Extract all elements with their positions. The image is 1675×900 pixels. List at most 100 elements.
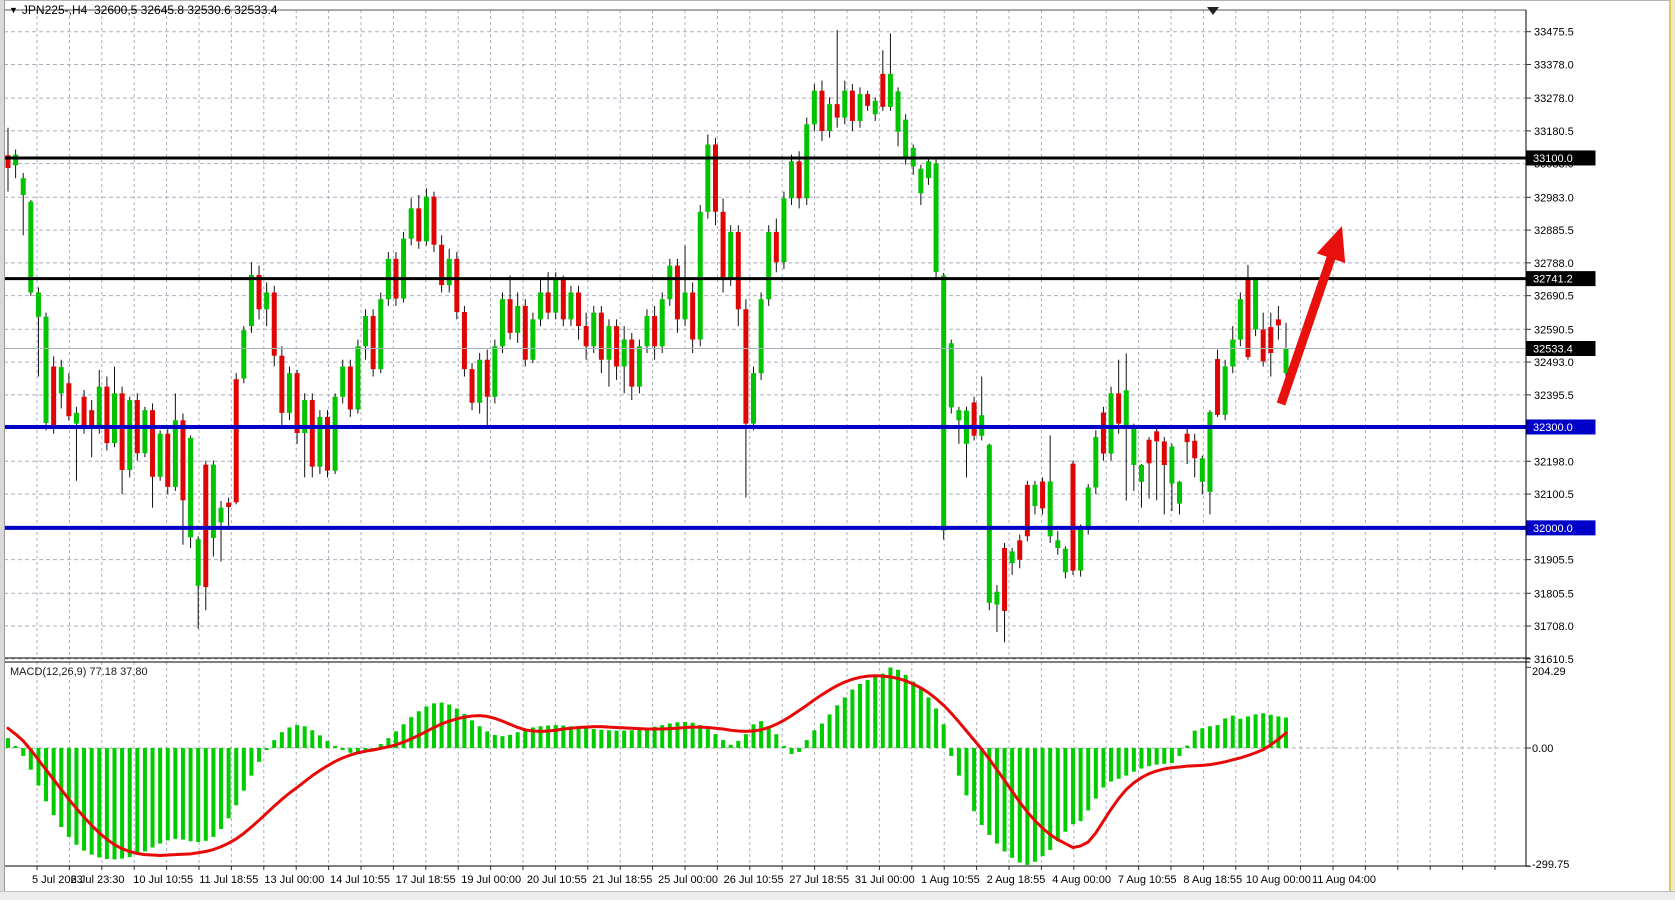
bear-candle xyxy=(1161,441,1167,465)
bear-candle xyxy=(522,305,528,360)
bull-candle xyxy=(781,198,787,263)
time-axis-label: 1 Aug 10:55 xyxy=(921,874,980,886)
bull-candle xyxy=(241,330,247,379)
macd-hist-bar xyxy=(880,673,885,748)
time-axis-label: 7 Aug 10:55 xyxy=(1118,874,1177,886)
price-tag-text: 32300.0 xyxy=(1533,422,1573,434)
bull-candle xyxy=(195,539,201,586)
macd-series xyxy=(6,667,1288,865)
time-axis-label: 11 Jul 18:55 xyxy=(199,874,258,886)
bull-candle xyxy=(317,416,323,467)
macd-hist-bar xyxy=(1253,714,1258,748)
chart-title: ▼ JPN225-,H4 32600,5 32645.8 32530.6 3253… xyxy=(9,3,277,17)
macd-hist-bar xyxy=(736,740,741,748)
bull-candle xyxy=(553,279,559,313)
bull-candle xyxy=(857,94,863,121)
bull-candle xyxy=(538,292,543,320)
bull-candle xyxy=(401,238,407,299)
bull-candle xyxy=(682,292,688,320)
bull-candle xyxy=(20,178,26,195)
axes[interactable]: 33475.533378.033278.033180.533083.032983… xyxy=(3,9,1596,886)
bullish-arrow-head[interactable] xyxy=(1316,226,1346,264)
macd-axis-label: -299.75 xyxy=(1532,859,1569,871)
bull-candle xyxy=(1032,484,1038,507)
macd-hist-bar xyxy=(781,746,786,748)
macd-hist-bar xyxy=(432,703,436,748)
macd-hist-bar xyxy=(561,725,566,748)
bear-candle xyxy=(51,366,57,427)
macd-hist-bar xyxy=(264,748,269,750)
bull-candle xyxy=(827,104,833,132)
price-axis-label: 32100.5 xyxy=(1534,489,1574,501)
bull-candle xyxy=(218,507,224,523)
macd-hist-bar xyxy=(576,727,581,748)
macd-hist-bar xyxy=(165,748,170,841)
price-tag-32000.0 xyxy=(1526,520,1596,536)
macd-hist-bar xyxy=(89,748,94,855)
macd-hist-bar xyxy=(584,728,589,748)
bull-candle xyxy=(43,316,49,423)
bear-candle xyxy=(1040,481,1046,509)
macd-hist-bar xyxy=(6,738,10,748)
macd-hist-bar xyxy=(705,729,710,748)
price-axis-label: 33278.0 xyxy=(1534,93,1574,105)
time-axis-label: 4 Aug 00:00 xyxy=(1052,874,1111,886)
macd-hist-bar xyxy=(180,748,185,840)
time-axis-label: 31 Jul 00:00 xyxy=(855,874,915,886)
bull-candle xyxy=(172,420,178,487)
macd-hist-bar xyxy=(728,744,733,748)
bear-candle xyxy=(576,292,582,327)
macd-hist-bar xyxy=(1101,748,1106,788)
price-tag-text: 32741.2 xyxy=(1533,274,1573,286)
bear-candle xyxy=(279,355,285,413)
bull-candle xyxy=(1085,487,1091,530)
macd-hist-bar xyxy=(1215,725,1220,748)
macd-hist-bar xyxy=(941,724,946,748)
macd-hist-bar xyxy=(1268,714,1273,748)
bull-candle xyxy=(96,386,102,427)
macd-hist-bar xyxy=(979,748,984,826)
bull-candle xyxy=(644,316,650,347)
annotations xyxy=(1207,7,1346,406)
bear-candle xyxy=(370,316,376,370)
macd-hist-bar xyxy=(1002,748,1007,852)
bull-candle xyxy=(210,464,216,538)
bear-candle xyxy=(1245,279,1251,358)
bull-candle xyxy=(302,400,308,434)
price-tag-32300.0 xyxy=(1526,419,1596,435)
bull-candle xyxy=(1131,426,1137,465)
macd-hist-bar xyxy=(789,748,794,754)
bear-candle xyxy=(469,369,475,403)
time-axis-label: 13 Jul 00:00 xyxy=(264,874,324,886)
bear-candle xyxy=(614,326,620,367)
macd-hist-bar xyxy=(896,669,901,748)
macd-hist-bar xyxy=(355,748,360,754)
macd-hist-bar xyxy=(150,748,155,848)
bear-candle xyxy=(507,299,513,333)
macd-hist-bar xyxy=(721,740,726,748)
symbol-dropdown-icon[interactable]: ▼ xyxy=(9,5,18,15)
macd-hist-bar xyxy=(538,726,543,748)
macd-hist-bar xyxy=(1147,748,1152,767)
bear-candle xyxy=(1260,329,1266,362)
bear-candle xyxy=(416,208,422,242)
bear-candle xyxy=(712,144,718,212)
macd-hist-bar xyxy=(348,748,353,753)
horizontal-price-lines[interactable] xyxy=(4,156,1526,530)
bear-candle xyxy=(971,402,977,436)
macd-hist-bar xyxy=(508,734,513,748)
macd-hist-bar xyxy=(766,726,771,748)
macd-hist-bar xyxy=(850,689,855,748)
macd-hist-bar xyxy=(1010,748,1015,858)
bull-candle xyxy=(1138,464,1144,482)
bull-candle xyxy=(636,346,642,387)
macd-hist-bar xyxy=(120,748,125,859)
bear-candle xyxy=(1215,359,1221,415)
macd-hist-bar xyxy=(226,748,231,819)
bear-candle xyxy=(81,396,87,427)
chart-shift-marker[interactable] xyxy=(1207,7,1219,15)
macd-hist-bar xyxy=(918,688,923,748)
macd-hist-bar xyxy=(751,724,756,748)
macd-hist-bar xyxy=(1200,728,1205,748)
